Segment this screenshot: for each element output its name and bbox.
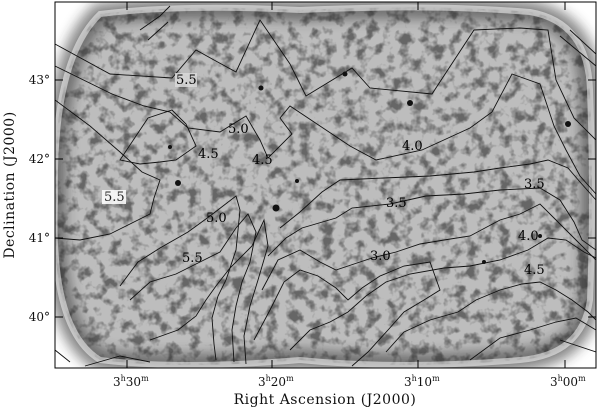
survey-map-image [55,2,596,368]
x-tick-label: 3h00m [550,374,586,389]
contour-label: 3.5 [386,196,407,211]
contour-line [129,213,257,363]
contour-label: 5.0 [228,122,249,137]
contour-line [253,261,441,367]
contour-line [385,281,596,353]
y-tick-label: 42° [29,152,50,166]
y-tick-label: 40° [29,310,50,324]
x-tick-label: 3h20m [258,374,294,389]
contour-line [279,159,596,229]
contour-line [469,317,596,361]
contour-line [55,19,596,141]
contour-label: 4.5 [524,263,545,278]
y-axis-title: Declination (J2000) [2,111,18,258]
contour-label: 5.0 [206,211,227,226]
y-axis [55,79,596,318]
contour-label: 5.5 [176,73,197,88]
contour-line [149,218,269,365]
y-tick-label: 43° [29,73,50,87]
x-axis-title: Right Ascension (J2000) [234,392,417,408]
contour-label: 5.5 [182,251,203,266]
contour-label: 3.5 [524,177,545,192]
x-axis [126,2,566,368]
contour-label: 4.0 [402,139,423,154]
contour-line [261,203,596,291]
contour-line [119,195,241,361]
contour-lines [55,5,596,367]
contour-label: 3.0 [370,249,391,264]
contour-line [267,187,596,257]
contour-label: 4.0 [518,229,539,244]
plot-frame [54,1,597,369]
contour-line [55,99,161,241]
contour-label: 4.5 [252,153,273,168]
x-tick-label: 3h10m [404,374,440,389]
x-tick-label: 3h30m [113,374,149,389]
contour-labels: 5.5 5.0 4.5 4.5 5.5 5.0 5.5 4.0 3.5 3.5 … [102,73,545,278]
contour-label: 4.5 [198,147,219,162]
contour-line [289,237,596,351]
y-tick-label: 41° [29,231,50,245]
contour-label: 5.5 [104,190,125,205]
contour-line [119,109,197,165]
contour-line [55,65,596,195]
